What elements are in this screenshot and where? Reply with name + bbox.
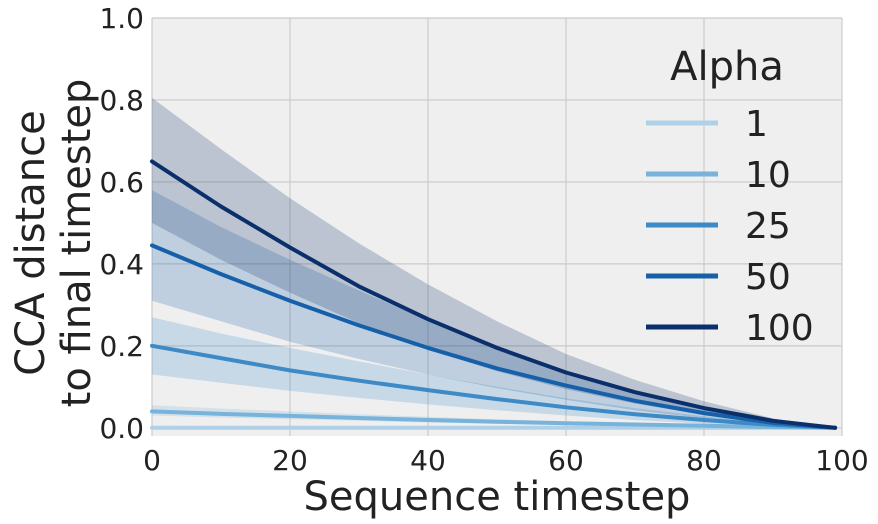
x-tick-label: 80 xyxy=(686,444,722,477)
x-tick-labels: 0 20 40 60 80 100 xyxy=(143,444,869,477)
series-line-alpha-100 xyxy=(150,159,838,430)
series-line-alpha-25 xyxy=(150,343,838,430)
legend-label-alpha-1: 1 xyxy=(745,104,768,145)
series-line-alpha-50 xyxy=(150,243,838,430)
x-tick-label: 100 xyxy=(815,444,868,477)
x-tick-label: 20 xyxy=(272,444,308,477)
legend-label-alpha-25: 25 xyxy=(745,206,791,247)
x-tick-label: 40 xyxy=(410,444,446,477)
confidence-band-alpha-50 xyxy=(152,190,836,428)
legend-title: Alpha xyxy=(670,44,784,90)
y-axis-label: CCA distance to final timestep xyxy=(8,79,100,408)
series-lines xyxy=(150,159,838,430)
legend-entries: 1 10 25 50 100 xyxy=(646,104,814,349)
confidence-band-alpha-100 xyxy=(152,97,836,428)
y-tick-label: 0.4 xyxy=(99,248,144,281)
series-line-alpha-10 xyxy=(150,409,838,430)
y-tick-label: 0.6 xyxy=(99,166,144,199)
legend-label-alpha-50: 50 xyxy=(745,257,791,298)
legend-label-alpha-100: 100 xyxy=(745,308,814,349)
y-tick-label: 0.2 xyxy=(99,330,144,363)
y-axis-label-line-2: to final timestep xyxy=(54,79,100,408)
y-tick-labels: 0.0 0.2 0.4 0.6 0.8 1.0 xyxy=(99,2,144,445)
y-tick-label: 0.8 xyxy=(99,84,144,117)
legend-label-alpha-10: 10 xyxy=(745,155,791,196)
x-axis-label: Sequence timestep xyxy=(304,474,691,520)
y-tick-label: 0.0 xyxy=(99,412,144,445)
y-axis-label-line-1: CCA distance xyxy=(8,110,54,375)
x-tick-label: 60 xyxy=(548,444,584,477)
confidence-band-alpha-25 xyxy=(152,317,836,428)
legend: Alpha 1 10 25 50 100 xyxy=(646,44,814,349)
y-tick-label: 1.0 xyxy=(99,2,144,35)
x-tick-label: 0 xyxy=(143,444,161,477)
